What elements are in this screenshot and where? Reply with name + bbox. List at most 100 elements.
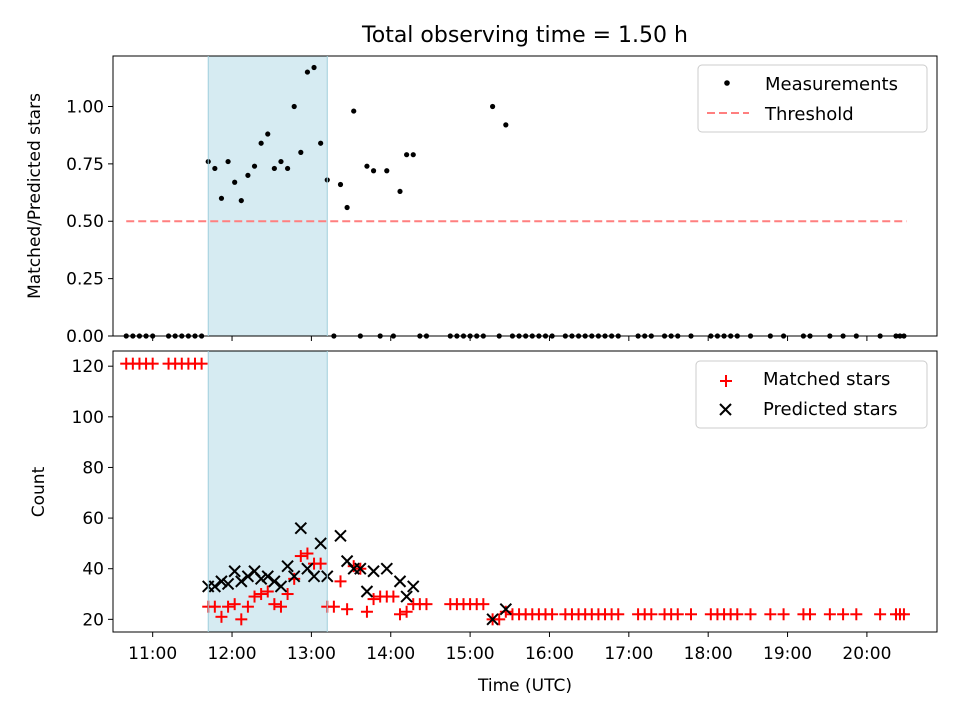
matched-star-point bbox=[387, 590, 400, 603]
bottom-panel: 20 40 60 80 100 120 11:00 12:00 13:00 14:00 15:00… bbox=[29, 350, 938, 696]
predicted-star-point bbox=[228, 565, 241, 578]
predicted-star-point bbox=[281, 559, 294, 573]
matched-star-point bbox=[294, 550, 307, 563]
matched-star-point bbox=[546, 608, 559, 621]
x-tick-label: 18:00 bbox=[684, 644, 733, 664]
matched-star-point bbox=[314, 557, 327, 570]
matched-star-point bbox=[261, 585, 274, 598]
x-tick-label: 13:00 bbox=[287, 644, 336, 664]
measurement-point bbox=[284, 165, 291, 172]
matched-star-point bbox=[301, 547, 314, 560]
x-tick-label: 15:00 bbox=[446, 644, 495, 664]
predicted-star-point bbox=[360, 585, 374, 598]
matched-star-point bbox=[684, 608, 697, 621]
matched-star-point bbox=[645, 608, 658, 621]
matched-star-point bbox=[195, 357, 208, 370]
x-tick-label: 17:00 bbox=[604, 644, 653, 664]
matched-star-point bbox=[255, 588, 268, 601]
predicted-star-point bbox=[307, 570, 321, 583]
x-tick-label: 20:00 bbox=[842, 644, 891, 664]
top-highlight-span bbox=[208, 56, 328, 336]
matched-star-point bbox=[360, 605, 373, 618]
measurement-point bbox=[245, 172, 251, 178]
measurement-point bbox=[318, 140, 324, 146]
measurement-point bbox=[271, 165, 277, 172]
legend-predicted-marker bbox=[719, 403, 732, 416]
y-tick-label: 0.25 bbox=[66, 270, 104, 290]
measurement-point bbox=[344, 204, 350, 211]
matched-star-point bbox=[241, 600, 254, 613]
matched-star-point bbox=[850, 608, 863, 621]
predicted-star-point bbox=[254, 572, 268, 586]
measurement-point bbox=[232, 179, 238, 185]
legend-measurements-label: Measurements bbox=[765, 74, 898, 95]
x-tick-label: 11:00 bbox=[128, 644, 177, 664]
matched-star-point bbox=[274, 600, 287, 613]
measurement-point bbox=[298, 149, 304, 155]
measurement-point bbox=[304, 69, 311, 75]
measurement-point bbox=[410, 152, 416, 158]
matched-star-point bbox=[228, 598, 241, 611]
predicted-star-point bbox=[261, 570, 274, 583]
y-tick-label: 0.00 bbox=[66, 327, 104, 347]
matched-star-point bbox=[268, 598, 281, 611]
predicted-star-point bbox=[486, 613, 499, 626]
matched-star-point bbox=[731, 608, 744, 621]
matched-star-point bbox=[400, 605, 413, 618]
predicted-star-point bbox=[274, 580, 288, 593]
predicted-star-point bbox=[334, 529, 347, 543]
predicted-star-point bbox=[407, 580, 420, 593]
predicted-star-point bbox=[208, 580, 222, 593]
matched-star-point bbox=[493, 613, 506, 626]
predicted-star-point bbox=[215, 575, 228, 588]
predicted-star-point bbox=[268, 575, 281, 588]
y-tick-label: 40 bbox=[82, 560, 104, 580]
y-tick-label: 0.50 bbox=[66, 212, 104, 232]
predicted-star-point bbox=[221, 577, 235, 591]
measurement-point bbox=[291, 103, 297, 110]
bottom-axes-frame bbox=[112, 350, 938, 633]
measurement-point bbox=[384, 168, 390, 174]
matched-star-point bbox=[235, 613, 248, 626]
matched-star-point bbox=[420, 598, 433, 611]
matched-star-point bbox=[208, 600, 221, 613]
predicted-star-point bbox=[354, 562, 367, 575]
predicted-star-point bbox=[287, 570, 301, 583]
matched-star-point bbox=[341, 603, 354, 616]
matched-star-point bbox=[744, 608, 757, 621]
x-tick-label: 19:00 bbox=[763, 644, 812, 664]
predicted-star-point bbox=[400, 590, 413, 603]
matched-star-point bbox=[288, 572, 301, 585]
chart-title: Total observing time = 1.50 h bbox=[361, 23, 688, 48]
legend-threshold-label: Threshold bbox=[764, 104, 854, 125]
matched-star-point bbox=[804, 608, 817, 621]
predicted-star-point bbox=[294, 522, 308, 535]
matched-star-point bbox=[499, 605, 512, 618]
matched-star-point bbox=[248, 590, 261, 603]
bottom-legend: Matched stars Predicted stars bbox=[695, 360, 928, 429]
matched-star-point bbox=[146, 357, 159, 370]
top-panel: 0.00 0.25 0.50 0.75 1.00 Total observing tim… bbox=[25, 23, 938, 347]
y-tick-label: 1.00 bbox=[66, 97, 104, 117]
y-tick-label: 20 bbox=[82, 610, 104, 630]
measurement-point bbox=[351, 108, 357, 114]
matched-star-point bbox=[897, 608, 910, 621]
x-tick-label: 12:00 bbox=[208, 644, 257, 664]
measurement-point bbox=[265, 131, 271, 137]
measurement-point bbox=[212, 165, 218, 172]
measurement-point bbox=[489, 103, 496, 110]
matched-star-point bbox=[477, 598, 490, 611]
measurement-point bbox=[337, 181, 344, 188]
measurement-point bbox=[258, 140, 264, 146]
matched-star-point bbox=[777, 608, 790, 621]
bottom-y-axis-label: Count bbox=[29, 466, 49, 517]
predicted-star-point bbox=[314, 537, 327, 550]
measurement-point bbox=[404, 152, 410, 158]
measurement-point bbox=[503, 122, 509, 128]
top-axes-frame bbox=[112, 55, 938, 337]
matched-star-point bbox=[874, 608, 887, 621]
top-y-axis-label: Matched/Predicted stars bbox=[25, 93, 45, 299]
y-tick-label: 80 bbox=[82, 458, 104, 478]
x-tick-label: 16:00 bbox=[525, 644, 574, 664]
matched-star-point bbox=[671, 608, 684, 621]
